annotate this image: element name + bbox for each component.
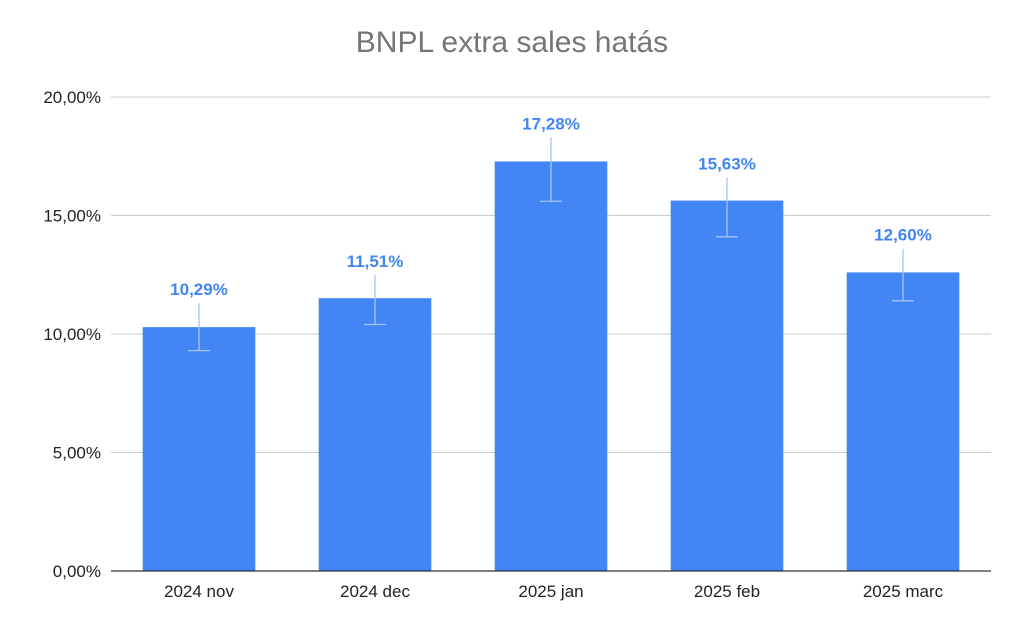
y-tick-label: 10,00% bbox=[43, 325, 101, 344]
x-tick-label: 2024 nov bbox=[164, 582, 234, 601]
y-tick-label: 0,00% bbox=[53, 562, 101, 581]
y-tick-label: 20,00% bbox=[43, 88, 101, 107]
data-label: 17,28% bbox=[522, 114, 580, 133]
bar bbox=[318, 298, 432, 571]
x-tick-label: 2025 feb bbox=[694, 582, 760, 601]
data-label: 10,29% bbox=[170, 280, 228, 299]
x-tick-label: 2025 marc bbox=[863, 582, 944, 601]
x-tick-label: 2025 jan bbox=[518, 582, 583, 601]
x-tick-label: 2024 dec bbox=[340, 582, 410, 601]
chart-title: BNPL extra sales hatás bbox=[355, 26, 669, 59]
data-label: 15,63% bbox=[698, 155, 756, 174]
data-label: 11,51% bbox=[347, 252, 404, 271]
bar bbox=[670, 200, 784, 571]
bar bbox=[494, 161, 608, 572]
y-tick-label: 15,00% bbox=[43, 207, 101, 226]
bar bbox=[142, 327, 256, 571]
y-tick-label: 5,00% bbox=[53, 444, 101, 463]
data-label: 12,60% bbox=[874, 226, 932, 245]
bar bbox=[846, 272, 960, 571]
